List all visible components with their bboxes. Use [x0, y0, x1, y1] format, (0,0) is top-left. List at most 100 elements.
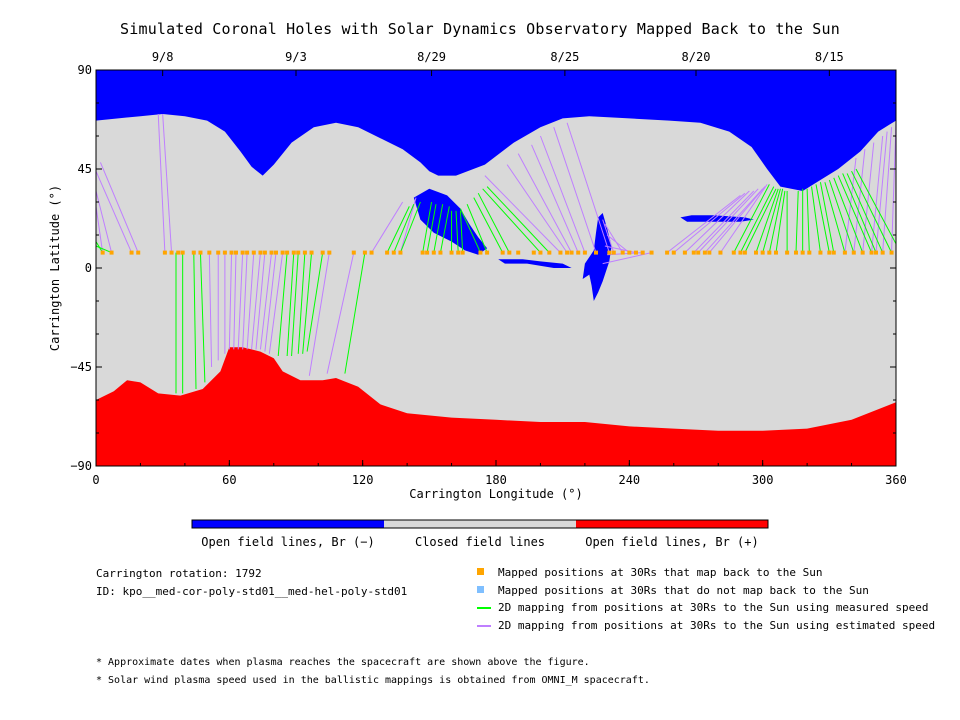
estimated-speed-line — [242, 252, 248, 350]
footnote-speed: * Solar wind plasma speed used in the ba… — [96, 675, 650, 686]
estimated-speed-line — [162, 113, 173, 253]
north-coronal-hole — [96, 70, 896, 191]
mapped-point — [362, 250, 367, 255]
mapped-point — [818, 250, 823, 255]
estimated-speed-line — [255, 252, 266, 350]
mapped-point — [296, 250, 301, 255]
colorbar-open-negative — [192, 520, 384, 528]
measured-speed-line — [433, 204, 444, 253]
mapped-point — [794, 250, 798, 255]
mapped-point — [309, 250, 314, 255]
mapped-point — [800, 250, 805, 255]
measured-speed-line — [775, 190, 786, 253]
mapped-point — [620, 250, 625, 255]
mapped-point — [320, 250, 325, 255]
estimated-speed-line — [604, 223, 624, 253]
x-tick-label: 180 — [485, 473, 507, 487]
measured-speed-line — [306, 252, 324, 352]
mapped-point — [222, 250, 227, 255]
mapped-point — [851, 250, 856, 255]
mapped-point — [420, 250, 425, 255]
measured-speed-line — [795, 190, 799, 253]
mapped-point — [302, 250, 307, 255]
estimated-speed-line — [720, 184, 768, 253]
measured-speed-line — [399, 201, 421, 253]
estimated-speed-line — [708, 186, 766, 253]
estimated-speed-line — [673, 192, 746, 253]
estimated-speed-line — [882, 127, 893, 253]
top-date-label: 8/29 — [417, 50, 446, 64]
mapped-point — [767, 250, 772, 255]
mapped-point — [827, 250, 832, 255]
measured-speed-line — [855, 168, 897, 245]
colorbar-closed — [384, 520, 576, 528]
estimated-speed-line — [326, 252, 355, 374]
estimated-speed-line — [259, 252, 273, 350]
mapped-point — [696, 250, 701, 255]
mapped-point — [874, 250, 878, 255]
mapped-point — [438, 250, 443, 255]
mapped-point — [391, 250, 396, 255]
legend-unmapped-marker — [477, 586, 484, 593]
estimated-speed-line — [875, 131, 888, 253]
mapped-point — [327, 250, 332, 255]
colorbar-label-open-negative: Open field lines, Br (−) — [201, 535, 375, 549]
estimated-speed-line — [99, 162, 139, 253]
mapped-point — [889, 250, 894, 255]
mapped-point — [245, 250, 250, 255]
estimated-speed-line — [506, 164, 568, 253]
measured-speed-line — [815, 184, 830, 253]
colorbar-frame — [191, 519, 769, 529]
mapped-point — [285, 250, 290, 255]
top-date-label: 8/25 — [550, 50, 580, 64]
mapped-point — [229, 250, 234, 255]
mapped-point — [649, 250, 654, 255]
measured-speed-line — [302, 252, 313, 354]
model-id: ID: kpo__med-cor-poly-std01__med-hel-pol… — [96, 585, 408, 598]
mapped-point — [369, 250, 374, 255]
colorbar-label-open-positive: Open field lines, Br (+) — [585, 535, 759, 549]
measured-speed-line — [828, 179, 855, 253]
mapped-point — [742, 250, 747, 255]
estimated-speed-line — [566, 122, 610, 253]
estimated-speed-line — [228, 252, 233, 350]
measured-speed-line — [762, 188, 781, 253]
mapped-point — [869, 250, 874, 255]
mapped-point — [198, 250, 203, 255]
chart-title: Simulated Coronal Holes with Solar Dynam… — [120, 20, 840, 38]
estimated-speed-line — [844, 157, 857, 253]
estimated-speed-line — [157, 113, 166, 253]
measured-speed-line — [95, 245, 112, 254]
carrington-rotation: Carrington rotation: 1792 — [96, 567, 262, 580]
estimated-speed-line — [553, 127, 597, 253]
mapped-point — [109, 250, 114, 255]
measured-speed-line — [851, 170, 893, 253]
measured-speed-line — [277, 252, 288, 357]
legend-measured: 2D mapping from positions at 30Rs to the… — [498, 601, 929, 614]
mapped-point — [507, 250, 512, 255]
estimated-speed-line — [237, 252, 244, 350]
x-tick-label: 300 — [751, 473, 774, 487]
mapped-point — [385, 250, 390, 255]
mapped-point — [456, 250, 461, 255]
mapped-point — [398, 250, 403, 255]
estimated-speed-line — [484, 175, 561, 253]
footnote-dates: * Approximate dates when plasma reaches … — [96, 657, 590, 668]
mapped-point — [860, 250, 865, 255]
mapped-point — [258, 250, 263, 255]
measured-speed-line — [806, 188, 810, 253]
estimated-speed-line — [233, 252, 237, 350]
measured-speed-line — [455, 210, 459, 253]
mapped-point — [129, 250, 134, 255]
mapped-point — [785, 250, 790, 255]
mapped-point — [136, 250, 141, 255]
measured-speed-line — [422, 201, 433, 253]
coronal-hole-patch — [413, 188, 488, 255]
legend-measured-line — [477, 607, 491, 609]
mapped-point — [269, 250, 274, 255]
x-tick-label: 120 — [351, 473, 374, 487]
y-tick-label: −45 — [70, 360, 92, 374]
mapped-point — [449, 250, 454, 255]
mapped-point — [718, 250, 723, 255]
measured-speed-line — [486, 186, 550, 253]
